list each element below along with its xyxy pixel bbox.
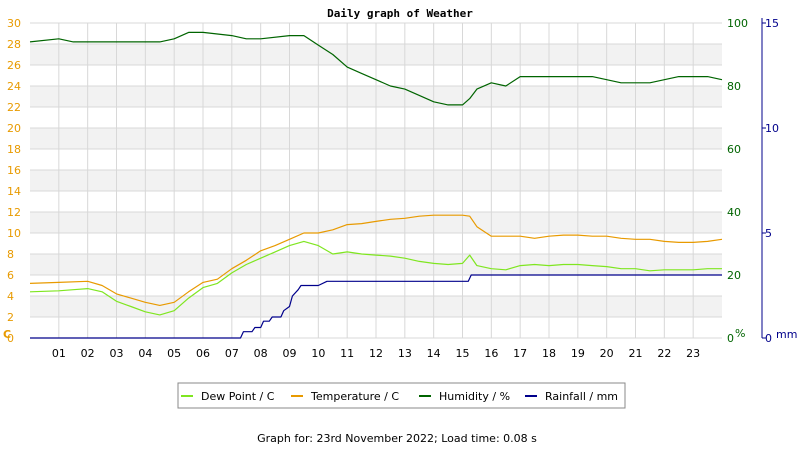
humidity-tick-label: 40 [727, 206, 741, 219]
legend-label: Humidity / % [439, 390, 510, 403]
humidity-tick-label: 0 [727, 332, 734, 345]
left-tick-label: 26 [7, 59, 21, 72]
left-tick-label: 10 [7, 227, 21, 240]
humidity-tick-label: 60 [727, 143, 741, 156]
x-axis-ticks: 01 02 03 04 05 06 07 08 09 10 11 12 13 14 15 16 17 18 19 20… [52, 347, 700, 360]
rain-tick-label: 10 [765, 122, 779, 135]
x-tick-label: 22 [657, 347, 671, 360]
x-tick-label: 06 [196, 347, 210, 360]
left-tick-label: 16 [7, 164, 21, 177]
legend-box [177, 382, 626, 409]
x-tick-label: 04 [138, 347, 152, 360]
legend: Dew Point / C Temperature / C Humidity / %… [177, 382, 626, 409]
x-tick-label: 15 [456, 347, 470, 360]
left-tick-label: 30 [7, 17, 21, 30]
x-tick-label: 09 [283, 347, 297, 360]
footer-text: Graph for: 23rd November 2022; Load time… [257, 432, 537, 445]
left-tick-label: 24 [7, 80, 21, 93]
left-tick-label: 2 [7, 311, 14, 324]
x-tick-label: 01 [52, 347, 66, 360]
x-tick-label: 17 [513, 347, 527, 360]
x-tick-label: 13 [398, 347, 412, 360]
humidity-tick-label: 80 [727, 80, 741, 93]
x-tick-label: 11 [340, 347, 354, 360]
rain-axis-unit: mm [776, 328, 797, 341]
left-tick-label: 22 [7, 101, 21, 114]
x-tick-label: 08 [254, 347, 268, 360]
left-tick-label: 6 [7, 269, 14, 282]
x-tick-label: 05 [167, 347, 181, 360]
rain-tick-label: 5 [765, 227, 772, 240]
left-tick-label: 18 [7, 143, 21, 156]
series-line-temperature [29, 214, 723, 306]
x-tick-label: 10 [311, 347, 325, 360]
rain-tick-label: 0 [765, 332, 772, 345]
x-tick-label: 20 [600, 347, 614, 360]
rain-axis-ticks: 0 5 10 15 [762, 17, 779, 345]
x-tick-label: 18 [542, 347, 556, 360]
series-line-humidity [29, 31, 723, 106]
x-tick-label: 02 [81, 347, 95, 360]
x-tick-label: 23 [686, 347, 700, 360]
left-tick-label: 20 [7, 122, 21, 135]
left-axis-unit: C [3, 328, 11, 341]
series-line-dew [29, 240, 722, 316]
x-tick-label: 16 [484, 347, 498, 360]
left-tick-label: 4 [7, 290, 14, 303]
legend-label: Rainfall / mm [545, 390, 618, 403]
x-tick-label: 03 [110, 347, 124, 360]
x-tick-label: 12 [369, 347, 383, 360]
x-tick-label: 14 [427, 347, 441, 360]
series-lines [29, 31, 723, 339]
x-tick-label: 19 [571, 347, 585, 360]
left-tick-label: 14 [7, 185, 21, 198]
left-tick-label: 0 [7, 332, 14, 345]
series-line-rainfall [30, 274, 722, 339]
left-tick-label: 8 [7, 248, 14, 261]
x-tick-label: 07 [225, 347, 239, 360]
humidity-axis-unit: % [735, 327, 745, 340]
humidity-tick-label: 100 [727, 17, 748, 30]
humidity-axis-ticks: 0 20 40 60 80 100 [727, 17, 748, 345]
left-tick-label: 28 [7, 38, 21, 51]
chart-title: Daily graph of Weather [327, 7, 473, 20]
legend-label: Temperature / C [310, 390, 399, 403]
rain-tick-label: 15 [765, 17, 779, 30]
x-tick-label: 21 [629, 347, 643, 360]
humidity-tick-label: 20 [727, 269, 741, 282]
legend-label: Dew Point / C [201, 390, 275, 403]
left-tick-label: 12 [7, 206, 21, 219]
